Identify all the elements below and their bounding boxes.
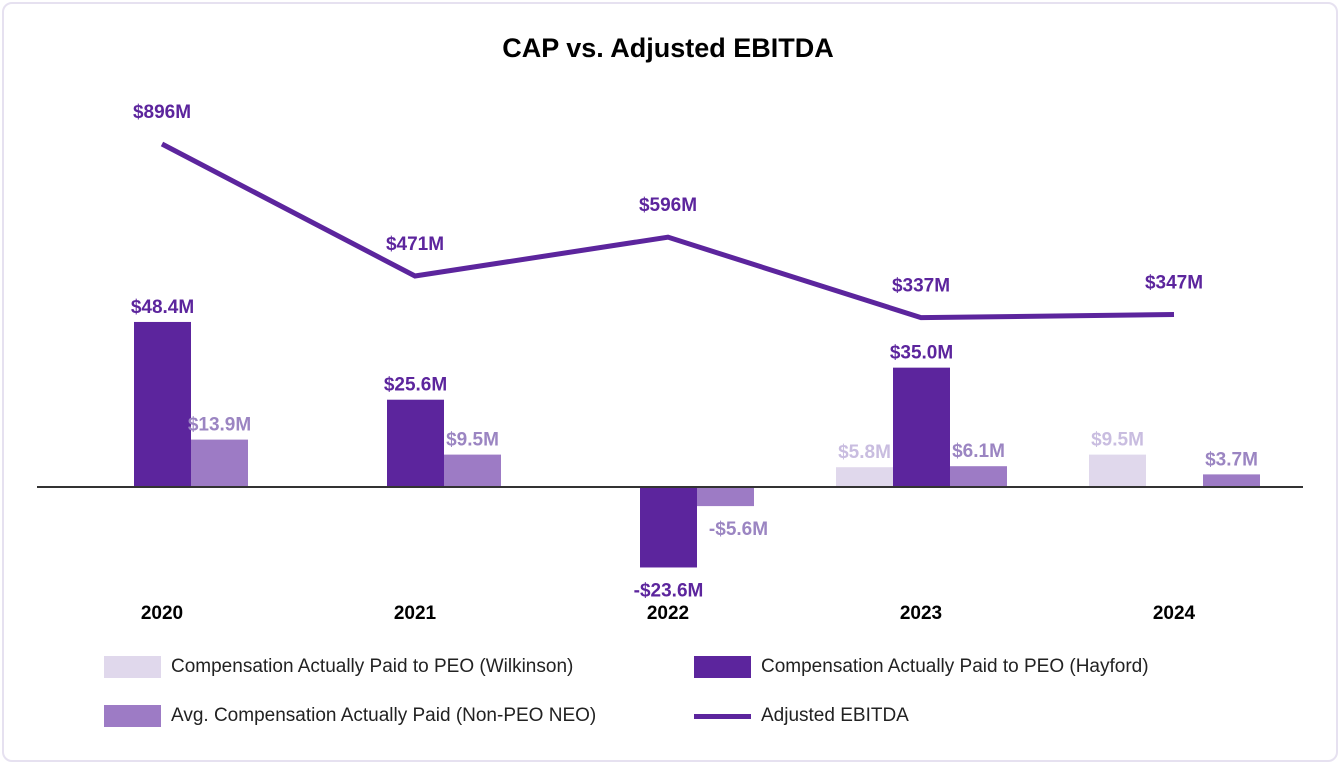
bar xyxy=(893,367,950,487)
x-tick-label: 2023 xyxy=(900,603,942,624)
bar-data-label: $6.1M xyxy=(952,441,1005,462)
line-data-label: $896M xyxy=(133,102,191,123)
bar-data-label: $35.0M xyxy=(890,343,953,364)
legend-line-swatch xyxy=(694,713,751,719)
chart-title: CAP vs. Adjusted EBITDA xyxy=(502,33,834,63)
legend-swatch xyxy=(104,705,161,727)
ebitda-line xyxy=(160,141,1175,321)
legend-item-ebitda: Adjusted EBITDA xyxy=(694,705,909,727)
bar xyxy=(640,487,697,568)
bar-data-label: $9.5M xyxy=(1091,430,1144,451)
bar xyxy=(950,466,1007,487)
line-data-label: $596M xyxy=(639,195,697,216)
line-data-label: $471M xyxy=(386,234,444,255)
bar-data-label: $13.9M xyxy=(188,415,251,436)
legend-swatch xyxy=(104,656,161,678)
line-data-label: $347M xyxy=(1145,273,1203,294)
bar xyxy=(1089,454,1146,487)
x-tick-label: 2020 xyxy=(141,603,183,624)
legend-label: Adjusted EBITDA xyxy=(761,705,909,726)
x-tick-label: 2022 xyxy=(647,603,689,624)
legend-item-hayford: Compensation Actually Paid to PEO (Hayfo… xyxy=(694,656,1149,678)
x-tick-label: 2024 xyxy=(1153,603,1196,624)
bar xyxy=(134,321,191,487)
bar xyxy=(387,399,444,487)
bar xyxy=(191,439,248,487)
bar-data-label: $9.5M xyxy=(446,430,499,451)
line-data-label: $337M xyxy=(892,276,950,297)
legend-label: Compensation Actually Paid to PEO (Hayfo… xyxy=(761,656,1149,677)
legend-label: Avg. Compensation Actually Paid (Non-PEO… xyxy=(171,705,597,726)
legend-item-non-peo: Avg. Compensation Actually Paid (Non-PEO… xyxy=(104,705,596,727)
bar xyxy=(697,487,754,507)
legend-swatch xyxy=(694,656,751,678)
bar-data-label: $5.8M xyxy=(838,442,891,463)
legend-label: Compensation Actually Paid to PEO (Wilki… xyxy=(171,656,574,677)
bar xyxy=(444,454,501,487)
bar-data-label: -$23.6M xyxy=(634,580,704,601)
bar xyxy=(1203,474,1260,487)
x-tick-label: 2021 xyxy=(394,603,437,624)
bar-data-label: $48.4M xyxy=(131,297,194,318)
bar-data-label: -$5.6M xyxy=(709,519,768,540)
legend-item-wilkinson: Compensation Actually Paid to PEO (Wilki… xyxy=(104,656,573,678)
bar xyxy=(836,467,893,487)
bar-data-label: $3.7M xyxy=(1205,449,1258,470)
bar-data-label: $25.6M xyxy=(384,375,447,396)
